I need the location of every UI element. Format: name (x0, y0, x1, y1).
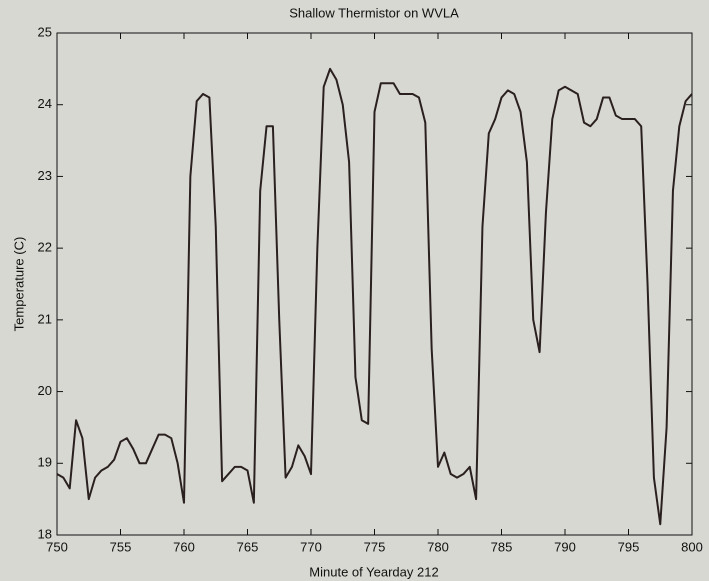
x-tick-label: 755 (110, 539, 132, 554)
x-tick-label: 795 (618, 539, 640, 554)
x-tick-label: 770 (300, 539, 322, 554)
x-tick-label: 780 (427, 539, 449, 554)
y-tick-label: 20 (38, 383, 52, 398)
y-tick-label: 21 (38, 311, 52, 326)
y-tick-label: 25 (38, 24, 52, 39)
x-tick-label: 790 (554, 539, 576, 554)
y-tick-label: 24 (38, 96, 52, 111)
x-tick-label: 760 (173, 539, 195, 554)
y-tick-label: 19 (38, 455, 52, 470)
x-tick-label: 750 (46, 539, 68, 554)
y-tick-label: 23 (38, 168, 52, 183)
y-tick-label: 18 (38, 526, 52, 541)
line-series (56, 67, 693, 526)
x-tick-label: 785 (491, 539, 513, 554)
x-tick-label: 765 (237, 539, 259, 554)
y-axis-label: Temperature (C) (11, 237, 26, 332)
x-tick-label: 800 (681, 539, 703, 554)
chart-title: Shallow Thermistor on WVLA (289, 5, 459, 20)
y-tick-label: 22 (38, 240, 52, 255)
x-axis-label: Minute of Yearday 212 (309, 564, 438, 579)
x-tick-label: 775 (364, 539, 386, 554)
